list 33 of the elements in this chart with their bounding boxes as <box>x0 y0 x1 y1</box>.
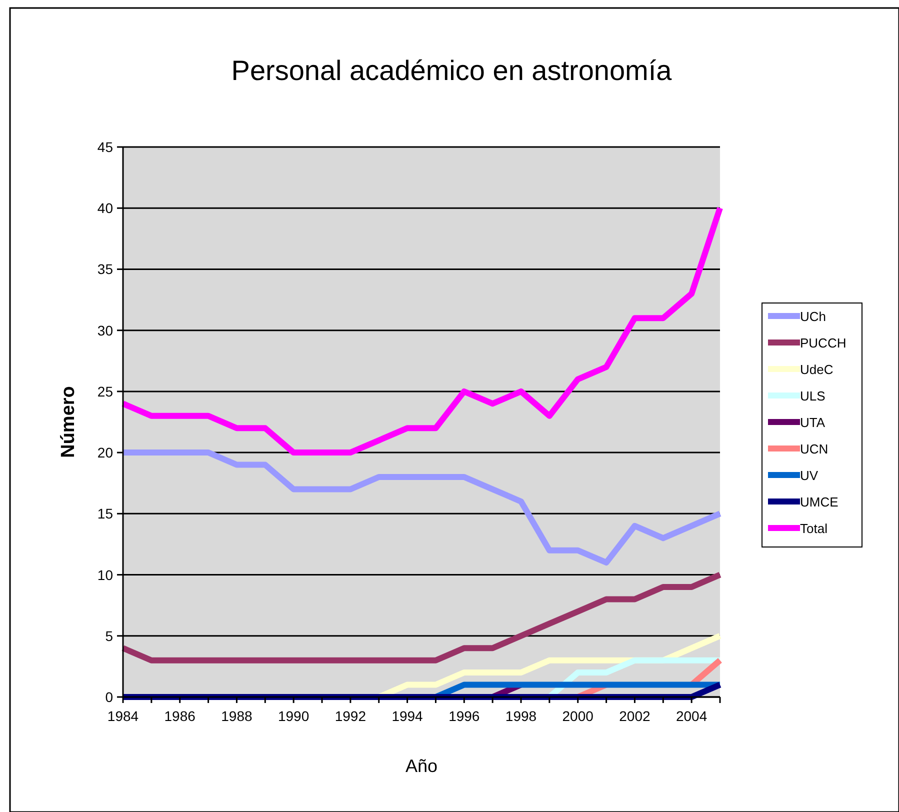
y-tick-label: 20 <box>97 444 114 461</box>
x-tick-label: 2000 <box>562 708 594 724</box>
x-tick-label: 1994 <box>392 708 424 724</box>
y-tick-label: 45 <box>97 139 114 155</box>
x-tick-label: 1990 <box>278 708 310 724</box>
x-tick-label: 2004 <box>676 708 708 724</box>
y-tick-label: 35 <box>97 261 114 278</box>
x-tick-label: 1996 <box>448 708 480 724</box>
y-tick-label: 10 <box>97 566 114 583</box>
legend-label: UCh <box>800 309 826 324</box>
x-tick-label: 1998 <box>505 708 537 724</box>
legend-label: PUCCH <box>800 336 846 350</box>
y-tick-label: 40 <box>97 200 114 216</box>
y-tick-label: 5 <box>105 628 114 644</box>
legend-label: Total <box>800 521 828 536</box>
legend-label: ULS <box>800 388 826 404</box>
x-tick-label: 1986 <box>164 708 196 724</box>
y-tick-label: 25 <box>97 383 114 400</box>
y-tick-label: 15 <box>97 506 114 522</box>
legend-label: UTA <box>800 415 826 430</box>
y-axis-title: Número <box>58 386 79 458</box>
x-tick-label: 1984 <box>107 708 139 724</box>
legend-label: UCN <box>800 442 828 456</box>
x-tick-label: 2002 <box>619 708 650 724</box>
y-tick-label: 0 <box>105 689 114 705</box>
x-tick-label: 1992 <box>334 708 366 724</box>
x-tick-label: 1988 <box>221 708 252 724</box>
legend-label: UV <box>800 468 818 483</box>
legend-label: UdeC <box>800 362 834 377</box>
y-tick-label: 30 <box>97 322 114 338</box>
x-axis-title: Año <box>405 756 438 776</box>
chart-title: Personal académico en astronomía <box>231 55 672 86</box>
legend-label: UMCE <box>800 494 839 510</box>
